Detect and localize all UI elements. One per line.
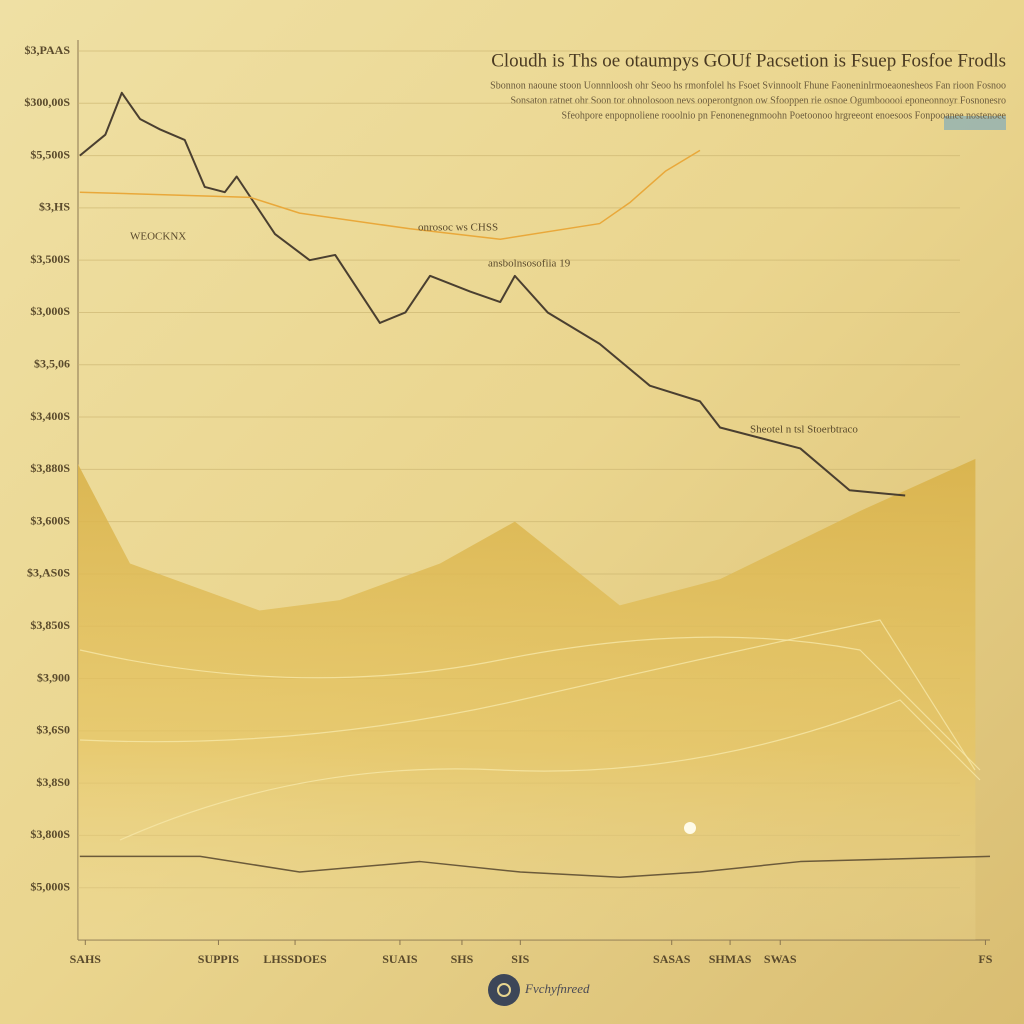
- x-tick-label: SWAS: [764, 952, 797, 966]
- y-tick-label: $3,5,06: [34, 357, 70, 371]
- subtitle: Sfeohpore enpopnoliene rooolnio pn Fenon…: [562, 110, 1007, 121]
- x-tick-label: SAHS: [70, 952, 102, 966]
- decor-line: [79, 619, 976, 771]
- y-tick-label: $3,HS: [39, 200, 70, 214]
- decor-line: [79, 636, 981, 771]
- x-tick-label: SIS: [511, 952, 529, 966]
- line: [79, 855, 991, 878]
- area: [78, 458, 976, 940]
- y-tick-label: $3,000S: [30, 304, 70, 318]
- x-tick-label: SASAS: [653, 952, 691, 966]
- y-tick-label: $5,000S: [30, 879, 70, 893]
- y-tick-label: $3,400S: [30, 409, 70, 423]
- annotation: ansbolnsosofiia 19: [488, 258, 571, 270]
- y-tick-label: $3,8S0: [36, 775, 70, 789]
- y-tick-label: $3,AS0S: [27, 566, 70, 580]
- line: [79, 91, 906, 497]
- y-tick-label: $300,00S: [24, 95, 70, 109]
- y-tick-label: $3,600S: [30, 513, 70, 527]
- annotation: onrosoc ws CHSS: [418, 222, 498, 234]
- glow: [684, 822, 696, 834]
- footer-logo: Fvchyfnreed: [524, 981, 590, 996]
- logo-icon-inner: [497, 983, 511, 997]
- x-tick-label: SHS: [451, 952, 474, 966]
- y-tick-label: $3,500S: [30, 252, 70, 266]
- y-tick-label: $3,850S: [30, 618, 70, 632]
- decor-line: [119, 699, 981, 841]
- x-tick-label: SUAIS: [382, 952, 418, 966]
- subtitle: Sbonnon naoune stoon Uonnnloosh ohr Seoo…: [490, 80, 1006, 91]
- annotation: Sheotel n tsl Stoerbtraco: [750, 424, 858, 436]
- y-tick-label: $3,800S: [30, 827, 70, 841]
- subtitle: Sonsaton ratnet ohr Soon tor ohnolosoon …: [510, 95, 1006, 106]
- y-tick-label: $3,6S0: [36, 723, 70, 737]
- x-tick-label: FS: [978, 952, 992, 966]
- badge: [944, 116, 1006, 130]
- y-tick-label: $3,PAAS: [25, 43, 71, 57]
- y-tick-label: $3,880S: [30, 461, 70, 475]
- chart-title: Cloudh is Ths oe otaumpys GOUf Pacsetion…: [491, 50, 1006, 71]
- line: [79, 149, 701, 241]
- x-tick-label: SHMAS: [709, 952, 752, 966]
- annotation: WEOCKNX: [130, 231, 186, 243]
- x-tick-label: SUPPIS: [198, 952, 240, 966]
- y-tick-label: $5,500S: [30, 147, 70, 161]
- y-tick-label: $3,900: [37, 670, 70, 684]
- x-tick-label: LHSSDOES: [263, 952, 327, 966]
- logo-icon: [488, 974, 520, 1006]
